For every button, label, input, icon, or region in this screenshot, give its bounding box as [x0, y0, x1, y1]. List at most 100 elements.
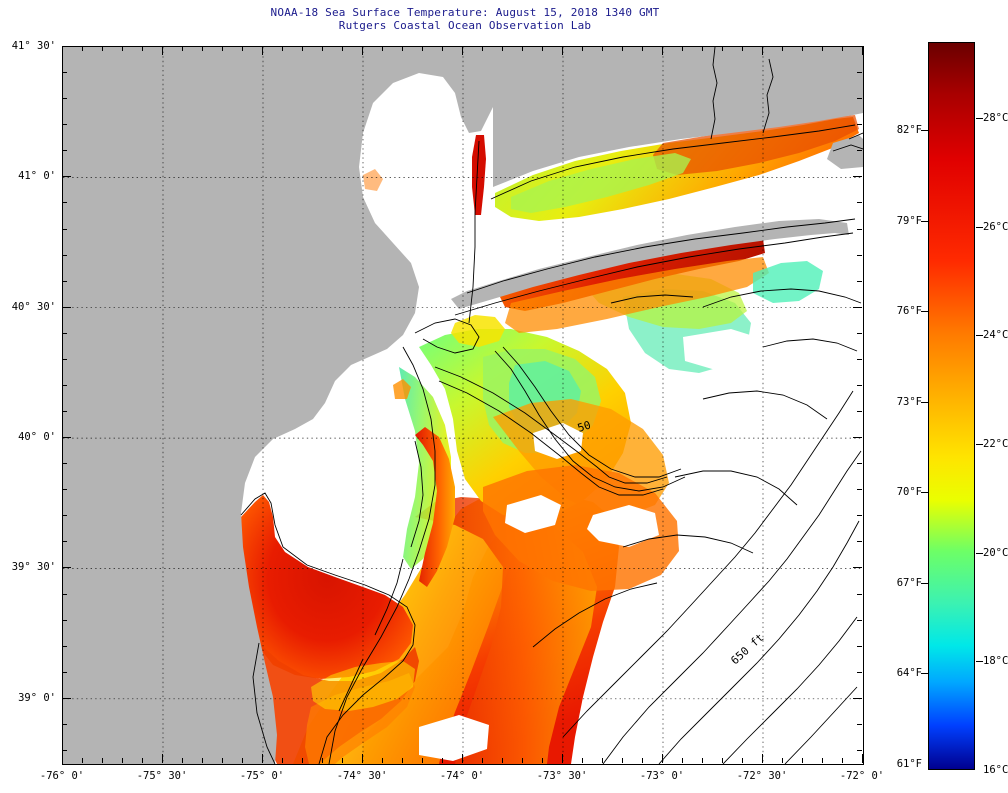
x-axis-tick-minor: [242, 758, 243, 763]
sst-field: [73, 115, 859, 764]
x-axis-label: -75° 0': [239, 770, 285, 782]
colorbar-celsius-label: 16°C: [983, 764, 1008, 776]
y-axis-tick-major: [853, 306, 862, 308]
x-axis-tick-major: [862, 46, 863, 55]
y-axis-tick-minor: [62, 515, 67, 517]
colorbar[interactable]: [928, 42, 975, 770]
y-axis-tick-minor: [857, 749, 862, 751]
colorbar-celsius-tick: [976, 444, 983, 446]
y-axis-tick-minor: [857, 358, 862, 360]
x-axis-tick-minor: [302, 46, 303, 51]
x-axis-label: -76° 0': [39, 770, 85, 782]
x-axis-tick-minor: [842, 758, 843, 763]
y-axis-tick-major: [853, 437, 862, 439]
y-axis-tick-minor: [857, 384, 862, 386]
sst-li-south-nearshore: [505, 257, 769, 333]
x-axis-tick-minor: [82, 758, 83, 763]
x-axis-tick-minor: [482, 46, 483, 51]
y-axis-tick-minor: [62, 332, 67, 334]
y-axis-tick-minor: [857, 98, 862, 100]
x-axis-tick-minor: [282, 758, 283, 763]
colorbar-fahrenheit-label: 82°F: [896, 124, 922, 137]
y-axis-tick-minor: [62, 228, 67, 230]
x-axis-tick-major: [762, 754, 763, 763]
x-axis-tick-major: [562, 754, 563, 763]
contour-label-50: 50: [576, 418, 593, 434]
title-line-1: NOAA-18 Sea Surface Temperature: August …: [270, 6, 660, 19]
x-axis-tick-minor: [642, 46, 643, 51]
y-axis-tick-minor: [857, 150, 862, 152]
y-axis-tick-minor: [857, 593, 862, 595]
colorbar-celsius-tick: [976, 118, 983, 120]
sst-nj-hot-strip: [415, 427, 455, 587]
colorbar-celsius-label: 26°C: [983, 220, 1008, 233]
y-axis-tick-minor: [857, 411, 862, 413]
y-axis-tick-minor: [857, 515, 862, 517]
x-axis-tick-minor: [122, 758, 123, 763]
colorbar-celsius-label: 28°C: [983, 112, 1008, 125]
x-axis-tick-minor: [382, 46, 383, 51]
colorbar-celsius-tick: [976, 226, 983, 228]
y-axis-tick-minor: [62, 72, 67, 74]
y-axis-tick-minor: [62, 749, 67, 751]
y-axis-tick-minor: [62, 723, 67, 725]
x-axis-tick-major: [362, 754, 363, 763]
y-axis-tick-minor: [857, 489, 862, 491]
map-plot-area[interactable]: 50 650 ft: [62, 46, 864, 765]
x-axis-tick-minor: [542, 46, 543, 51]
x-axis-tick-minor: [842, 46, 843, 51]
x-axis-tick-minor: [442, 46, 443, 51]
x-axis-tick-major: [862, 754, 863, 763]
colorbar-fahrenheit-label: 70°F: [896, 486, 922, 499]
sst-block-island-sound: [753, 261, 823, 303]
x-axis-tick-minor: [602, 46, 603, 51]
x-axis-tick-minor: [602, 758, 603, 763]
x-axis-tick-minor: [722, 758, 723, 763]
colorbar-fahrenheit-tick: [921, 401, 928, 403]
x-axis-tick-minor: [822, 758, 823, 763]
y-axis-tick-minor: [62, 202, 67, 204]
x-axis-label: -75° 30': [136, 770, 188, 782]
y-axis-tick-major: [853, 176, 862, 178]
y-axis-tick-minor: [62, 98, 67, 100]
y-axis-tick-minor: [62, 619, 67, 621]
x-axis-label: -73° 30': [536, 770, 588, 782]
y-axis-tick-minor: [62, 645, 67, 647]
x-axis-tick-major: [162, 754, 163, 763]
x-axis-label: -72° 0': [839, 770, 885, 782]
y-axis-tick-minor: [857, 671, 862, 673]
y-axis-tick-minor: [62, 280, 67, 282]
x-axis-tick-minor: [242, 46, 243, 51]
sst-hudson-river: [472, 135, 486, 215]
y-axis-tick-minor: [857, 202, 862, 204]
x-axis-tick-minor: [642, 758, 643, 763]
y-axis-label: 40° 0': [18, 431, 56, 444]
y-axis-tick-minor: [857, 463, 862, 465]
coastline-layer: [240, 47, 863, 764]
y-axis-tick-minor: [62, 384, 67, 386]
y-axis-tick-minor: [62, 463, 67, 465]
x-axis-tick-minor: [142, 46, 143, 51]
sst-midshelf-warm-blob: [483, 465, 679, 591]
colorbar-celsius-label: 18°C: [983, 655, 1008, 668]
colorbar-fahrenheit-tick: [921, 673, 928, 675]
x-axis-label: -72° 30': [736, 770, 788, 782]
x-axis-tick-major: [562, 46, 563, 55]
x-axis-tick-major: [462, 46, 463, 55]
x-axis-label: -73° 0': [639, 770, 685, 782]
x-axis-tick-minor: [342, 46, 343, 51]
colorbar-fahrenheit-label: 76°F: [896, 305, 922, 318]
x-axis-tick-minor: [682, 46, 683, 51]
colorbar-fahrenheit-label: 67°F: [896, 576, 922, 589]
x-axis-tick-major: [162, 46, 163, 55]
x-axis-tick-minor: [122, 46, 123, 51]
x-axis-tick-minor: [182, 758, 183, 763]
colorbar-fahrenheit-tick: [921, 582, 928, 584]
y-axis-tick-minor: [857, 124, 862, 126]
x-axis-tick-minor: [522, 758, 523, 763]
y-axis-tick-major: [853, 567, 862, 569]
land-mass: [63, 47, 863, 764]
sst-eastern-lis-warm: [653, 115, 859, 175]
y-axis-tick-major: [853, 697, 862, 699]
y-axis-tick-minor: [62, 124, 67, 126]
